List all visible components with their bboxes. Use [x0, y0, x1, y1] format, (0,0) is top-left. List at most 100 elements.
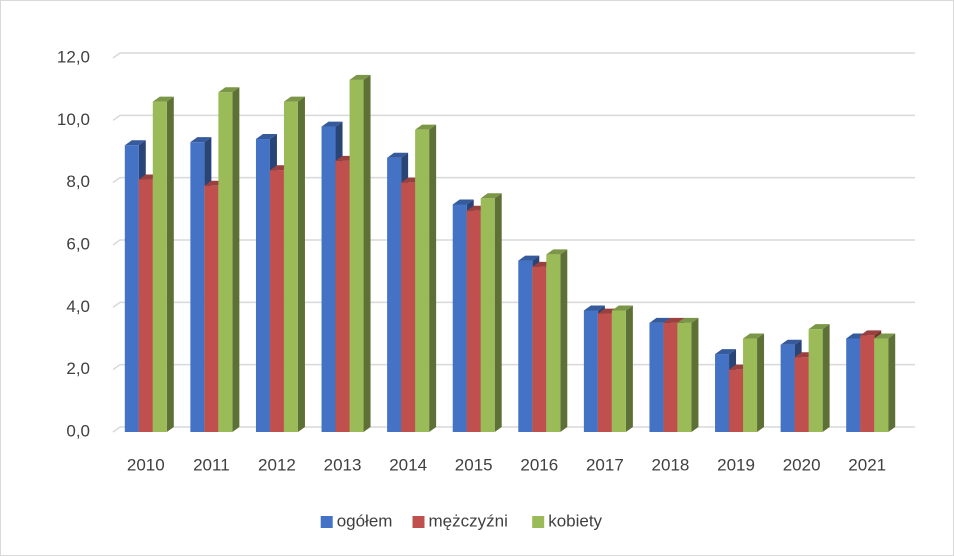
bar-front	[860, 335, 875, 432]
legend-label: mężczyźni	[429, 511, 508, 530]
bar-side	[691, 317, 699, 432]
bar-top	[546, 249, 568, 255]
bar-front	[415, 129, 430, 432]
bar-top	[874, 333, 896, 339]
bar	[808, 324, 830, 432]
bar-front	[677, 322, 692, 432]
bar-front	[715, 354, 730, 432]
x-tick-label: 2011	[193, 455, 230, 474]
bar-front	[649, 322, 664, 432]
legend-label: ogółem	[337, 511, 393, 530]
bar-front	[611, 310, 626, 432]
bar-front	[874, 338, 889, 432]
x-tick-label: 2010	[127, 455, 165, 474]
x-tick-label: 2014	[389, 455, 427, 474]
y-tick-label: 8,0	[66, 172, 90, 191]
bar-side	[297, 96, 305, 432]
bar-top	[611, 305, 633, 311]
bar-front	[480, 198, 495, 432]
y-tick-label: 10,0	[57, 110, 90, 129]
bar-front	[583, 310, 598, 432]
y-tick-label: 2,0	[66, 359, 90, 378]
bar	[677, 317, 699, 432]
grid-line	[112, 239, 915, 246]
x-tick-label: 2018	[652, 455, 690, 474]
bar-side	[494, 193, 502, 432]
bar	[480, 193, 502, 432]
bar-top	[452, 199, 474, 205]
bar	[611, 305, 633, 432]
bar	[218, 87, 240, 433]
bar	[349, 74, 371, 433]
bar-front	[138, 179, 153, 432]
bar-side	[888, 333, 896, 432]
bar	[152, 96, 174, 432]
bar-front	[729, 369, 744, 432]
bar	[743, 333, 765, 432]
bar	[283, 96, 305, 432]
bar-front	[349, 79, 364, 433]
bar-top	[321, 121, 343, 127]
bar-top	[715, 349, 737, 355]
bar-side	[166, 96, 174, 432]
bar-top	[780, 339, 802, 345]
bar-front	[846, 338, 861, 432]
grid-line	[112, 114, 915, 121]
bar-front	[597, 313, 612, 432]
bar-front	[546, 254, 561, 432]
x-tick-label: 2012	[258, 455, 296, 474]
bar-side	[625, 305, 633, 432]
y-tick-label: 0,0	[66, 421, 90, 440]
bar-front	[204, 185, 219, 432]
bar-top	[124, 140, 146, 146]
bar-front	[283, 101, 298, 432]
bar-top	[743, 333, 765, 339]
bar-top	[152, 96, 174, 102]
bar-front	[780, 344, 795, 432]
legend-label: kobiety	[548, 511, 602, 530]
bar-front	[466, 210, 481, 432]
bar-top	[583, 305, 605, 311]
x-tick-label: 2015	[455, 455, 493, 474]
bar	[546, 249, 568, 432]
y-tick-label: 6,0	[66, 234, 90, 253]
bar-top	[349, 74, 371, 80]
legend-swatch	[320, 516, 333, 528]
bar-side	[429, 124, 437, 432]
bar-front	[124, 145, 139, 432]
bar-front	[743, 338, 758, 432]
grid-line	[112, 176, 915, 184]
bar	[415, 124, 437, 432]
bar-front	[335, 160, 350, 432]
bar-side	[560, 249, 568, 432]
bar-top	[860, 330, 882, 336]
bar-front	[387, 157, 402, 432]
legend-swatch	[412, 516, 425, 528]
bar-front	[152, 101, 167, 432]
x-tick-label: 2016	[520, 455, 558, 474]
y-tick-label: 4,0	[66, 297, 90, 316]
bar-front	[794, 357, 809, 432]
bar-side	[232, 87, 240, 433]
bar-front	[532, 266, 547, 432]
bar-front	[218, 92, 233, 433]
bar-front	[321, 126, 336, 433]
bar-front	[518, 260, 533, 432]
grid-line	[112, 52, 915, 59]
bar-front	[269, 170, 284, 432]
legend-swatch	[532, 516, 545, 528]
x-tick-label: 2013	[324, 455, 362, 474]
bar-front	[255, 139, 270, 433]
grid-line	[112, 301, 915, 308]
bar-front	[401, 182, 416, 432]
bar-side	[757, 333, 765, 432]
bar-front	[190, 142, 205, 432]
bar-top	[387, 152, 409, 158]
bar-top	[283, 96, 305, 102]
x-tick-label: 2017	[586, 455, 624, 474]
bar-front	[663, 322, 678, 432]
bar-top	[677, 317, 699, 323]
bar-top	[190, 137, 212, 143]
bar-top	[518, 255, 540, 261]
